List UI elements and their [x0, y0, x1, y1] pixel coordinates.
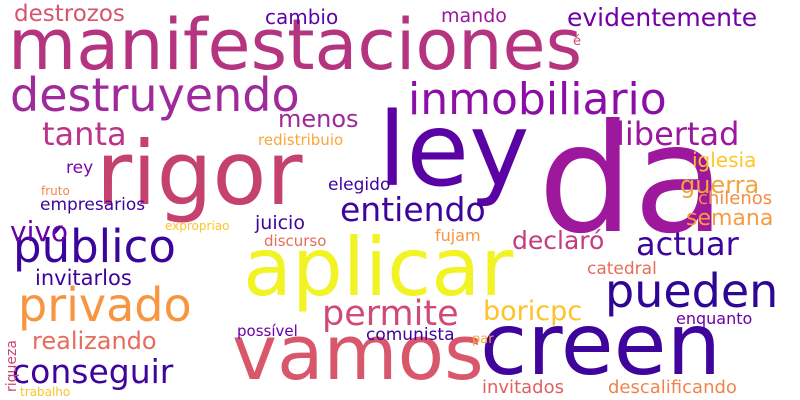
word-cambio: cambio [265, 5, 339, 29]
word-expropriao: expropriao [165, 219, 230, 233]
word-conseguir: conseguir [12, 352, 174, 391]
word-publico: público [13, 220, 176, 273]
word-juicio: juicio [255, 212, 305, 234]
word-manifestaciones: manifestaciones [8, 4, 583, 86]
word-declaro: declaró [512, 226, 605, 255]
word-da: da [538, 93, 726, 267]
word-redistribuio: redistribuio [258, 131, 344, 149]
word-semana: semana [686, 206, 774, 231]
word-chilenos: chilenos [698, 188, 773, 209]
word-par: par [472, 332, 494, 347]
word-catedral: catedral [587, 259, 657, 279]
word-ley: ley [378, 91, 530, 210]
word-tanta: tanta [42, 115, 127, 153]
word-e: é [573, 34, 581, 49]
word-actuar: actuar [636, 225, 739, 263]
word-trabalho: trabalho [20, 385, 71, 399]
word-permite: permite [322, 294, 459, 334]
word-mando: mando [441, 5, 507, 27]
word-evidentemente: evidentemente [567, 3, 758, 32]
word-rey: rey [66, 158, 94, 178]
word-entiendo: entiendo [340, 190, 486, 229]
word-menos: menos [278, 105, 359, 133]
word-fujam: fujam [435, 226, 481, 245]
word-rigor: rigor [96, 122, 303, 225]
word-comunista: comunista [366, 325, 455, 345]
word-iglesia: iglesia [692, 148, 757, 172]
word-realizando: realizando [32, 327, 157, 355]
word-discurso: discurso [264, 232, 327, 250]
word-enquanto: enquanto [676, 309, 753, 328]
word-elegido: elegido [328, 175, 391, 195]
word-invitarlos: invitarlos [35, 266, 132, 290]
word-creen: creen [480, 295, 722, 395]
word-destrozos: destrozos [14, 1, 125, 27]
word-vamos: vamos [232, 308, 484, 397]
word-possivel: possível [237, 322, 298, 340]
word-pueden: pueden [605, 264, 779, 318]
word-privado: privado [18, 278, 192, 332]
word-riqueza: riqueza [4, 340, 20, 392]
word-destruyendo: destruyendo [10, 68, 300, 122]
word-vivo: vivo [10, 215, 69, 248]
word-boricpc: boricpc [483, 296, 583, 327]
word-aplicar: aplicar [243, 221, 514, 314]
word-fruto: fruto [41, 184, 70, 198]
word-invitados: invitados [482, 377, 564, 398]
word-libertad: libertad [616, 115, 740, 153]
word-guerra: guerra [680, 171, 760, 199]
word-descalificando: descalificando [608, 377, 737, 398]
word-empresarios: empresarios [40, 195, 146, 215]
word-inmobiliario: inmobiliario [408, 74, 667, 125]
